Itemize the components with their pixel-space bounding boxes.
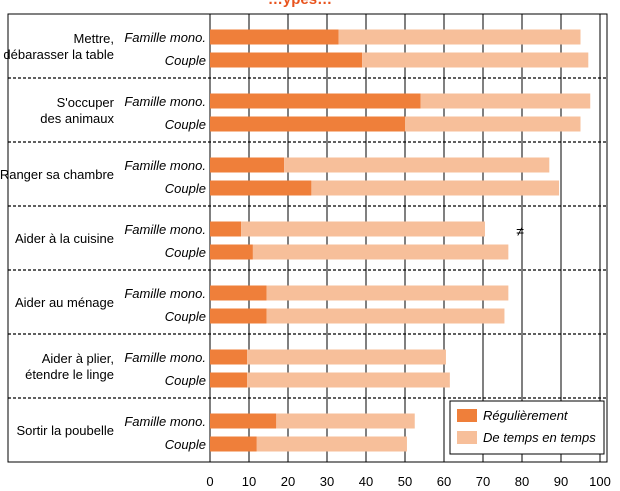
plot-border bbox=[7, 13, 608, 463]
legend: Régulièrement De temps en temps bbox=[449, 400, 605, 455]
group-label: Famille mono. bbox=[124, 158, 206, 173]
group-label: Couple bbox=[165, 181, 206, 196]
bar-regulierement bbox=[210, 413, 277, 429]
group-label: Famille mono. bbox=[124, 94, 206, 109]
bar-de-temps-en-temps bbox=[405, 116, 581, 132]
x-tick-label: 70 bbox=[476, 474, 490, 489]
annotation-not-equal: ≠ bbox=[516, 223, 524, 239]
bar-regulierement bbox=[210, 180, 312, 196]
group-label: Couple bbox=[165, 117, 206, 132]
grid bbox=[209, 14, 601, 462]
category-label: Sortir la poubelle bbox=[16, 423, 114, 438]
bar-de-temps-en-temps bbox=[252, 244, 509, 260]
bar-de-temps-en-temps bbox=[247, 372, 450, 388]
bar-regulierement bbox=[210, 436, 257, 452]
bar-regulierement bbox=[210, 372, 248, 388]
bar-regulierement bbox=[210, 221, 242, 237]
group-label: Famille mono. bbox=[124, 286, 206, 301]
group-label: Famille mono. bbox=[124, 414, 206, 429]
group-label: Famille mono. bbox=[124, 350, 206, 365]
x-tick-label: 10 bbox=[242, 474, 256, 489]
chart-frame bbox=[7, 13, 608, 463]
x-tick-label: 0 bbox=[206, 474, 213, 489]
x-tick-label: 60 bbox=[437, 474, 451, 489]
bar-regulierement bbox=[210, 29, 339, 45]
bar-de-temps-en-temps bbox=[266, 308, 505, 324]
x-tick-label: 40 bbox=[359, 474, 373, 489]
bar-de-temps-en-temps bbox=[362, 52, 589, 68]
bar-regulierement bbox=[210, 52, 363, 68]
legend-swatch bbox=[457, 409, 477, 422]
group-label: Couple bbox=[165, 245, 206, 260]
bar-de-temps-en-temps bbox=[247, 349, 446, 365]
bar-regulierement bbox=[210, 157, 285, 173]
category-label: Aider à la cuisine bbox=[15, 231, 114, 246]
labels: Famille mono. Couple Mettre, débarasser la … bbox=[0, 30, 524, 452]
x-tick-label: 30 bbox=[320, 474, 334, 489]
legend-swatch bbox=[457, 431, 477, 444]
legend-label: De temps en temps bbox=[483, 430, 596, 445]
bar-de-temps-en-temps bbox=[241, 221, 485, 237]
category-label: S'occuper des animaux bbox=[40, 95, 114, 126]
bar-de-temps-en-temps bbox=[284, 157, 550, 173]
x-tick-label: 100 bbox=[589, 474, 611, 489]
category-label: Mettre, débarasser la table bbox=[3, 31, 114, 62]
group-label: Famille mono. bbox=[124, 222, 206, 237]
x-tick-label: 80 bbox=[515, 474, 529, 489]
bar-de-temps-en-temps bbox=[256, 436, 407, 452]
bar-de-temps-en-temps bbox=[420, 93, 591, 109]
chart-title-fragment: …ypes… bbox=[268, 0, 332, 8]
category-label: Aider au ménage bbox=[15, 295, 114, 310]
bar-regulierement bbox=[210, 244, 253, 260]
bar-regulierement bbox=[210, 116, 405, 132]
group-label: Couple bbox=[165, 437, 206, 452]
bar-regulierement bbox=[210, 93, 421, 109]
bar-de-temps-en-temps bbox=[276, 413, 415, 429]
group-label: Couple bbox=[165, 53, 206, 68]
group-label: Couple bbox=[165, 373, 206, 388]
bar-de-temps-en-temps bbox=[266, 285, 509, 301]
bars bbox=[210, 29, 591, 452]
bar-regulierement bbox=[210, 308, 267, 324]
x-axis-ticks: 0 10 20 30 40 50 60 70 80 90 100 bbox=[206, 474, 610, 489]
x-tick-label: 20 bbox=[281, 474, 295, 489]
x-tick-label: 90 bbox=[554, 474, 568, 489]
bar-de-temps-en-temps bbox=[311, 180, 560, 196]
bar-regulierement bbox=[210, 349, 248, 365]
group-label: Couple bbox=[165, 309, 206, 324]
group-label: Famille mono. bbox=[124, 30, 206, 45]
legend-label: Régulièrement bbox=[483, 408, 569, 423]
category-label: Ranger sa chambre bbox=[0, 167, 114, 182]
category-label: Aider à plier, étendre le linge bbox=[25, 351, 114, 382]
x-tick-label: 50 bbox=[398, 474, 412, 489]
bar-regulierement bbox=[210, 285, 267, 301]
bar-de-temps-en-temps bbox=[338, 29, 581, 45]
